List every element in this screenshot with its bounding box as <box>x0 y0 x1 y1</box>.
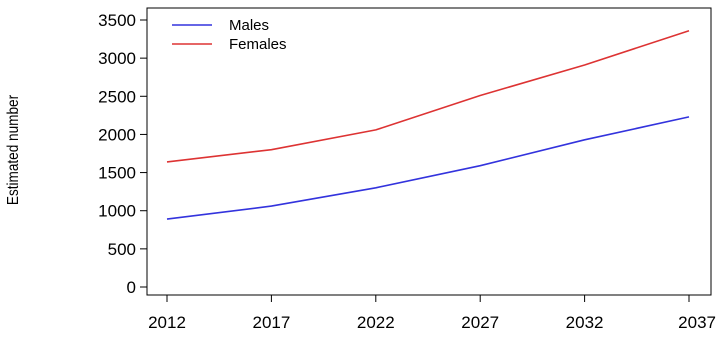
y-tick-label: 1000 <box>98 202 136 221</box>
legend: Males Females <box>172 17 287 53</box>
legend-label-males: Males <box>229 17 269 34</box>
y-tick-label: 2000 <box>98 125 136 144</box>
y-axis: 0 500 1000 1500 2000 2500 3000 3500 <box>98 11 148 297</box>
y-tick-label: 2500 <box>98 87 136 106</box>
x-tick-label: 2037 <box>678 313 716 332</box>
series-line-males <box>166 116 690 220</box>
x-tick-label: 2027 <box>461 313 499 332</box>
series-lines <box>166 29 690 220</box>
x-tick-label: 2012 <box>148 313 186 332</box>
y-axis-title: Estimated number <box>5 95 22 205</box>
x-tick-label: 2032 <box>566 313 604 332</box>
y-tick-label: 3500 <box>98 11 136 30</box>
x-tick-label: 2022 <box>357 313 395 332</box>
y-tick-label: 1500 <box>98 164 136 183</box>
y-tick-label: 500 <box>108 240 136 259</box>
x-axis: 2012 2017 2022 2027 2032 2037 <box>148 294 716 332</box>
series-line-females <box>166 29 690 163</box>
legend-label-females: Females <box>229 36 287 53</box>
y-tick-label: 3000 <box>98 49 136 68</box>
y-tick-label: 0 <box>127 278 136 297</box>
x-tick-label: 2017 <box>252 313 290 332</box>
